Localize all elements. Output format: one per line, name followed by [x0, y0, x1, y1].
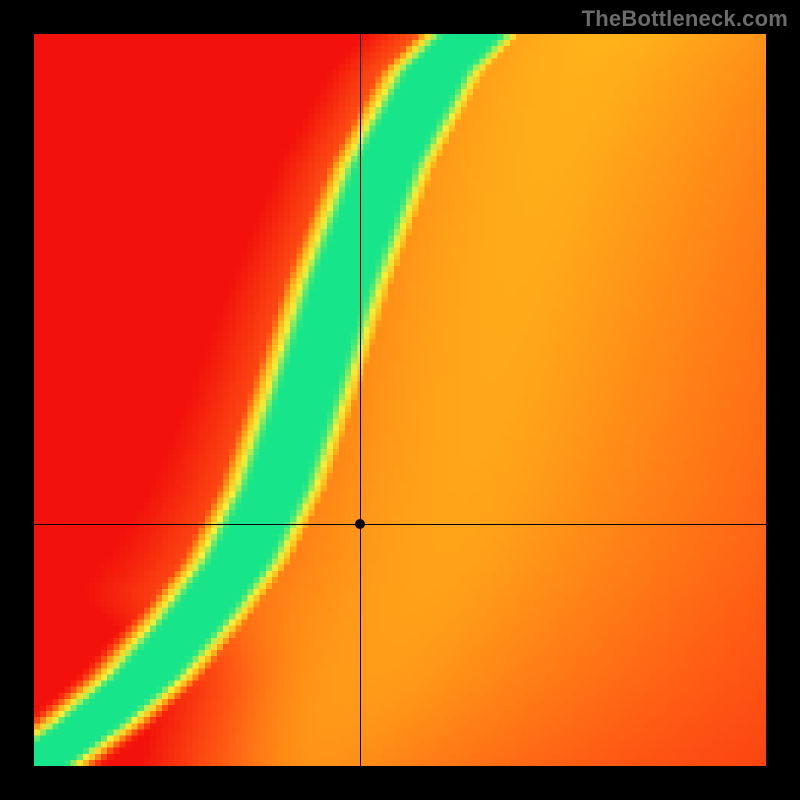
crosshair-vertical	[360, 34, 361, 766]
figure-container: TheBottleneck.com	[0, 0, 800, 800]
crosshair-marker	[355, 519, 365, 529]
heatmap-canvas	[34, 34, 766, 766]
watermark-text: TheBottleneck.com	[582, 6, 788, 32]
crosshair-horizontal	[34, 524, 766, 525]
